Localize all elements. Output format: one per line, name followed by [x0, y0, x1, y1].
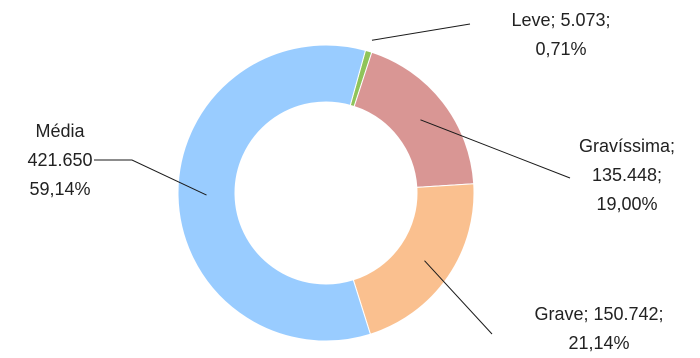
- slice-label-gravissima: Gravíssima; 135.448; 19,00%: [579, 136, 675, 214]
- slice-label-line: 421.650: [27, 150, 92, 170]
- slice-gravissima: [353, 51, 475, 188]
- slice-label-line: Leve; 5.073;: [511, 10, 610, 30]
- slice-media: [177, 44, 372, 342]
- slice-label-line: 19,00%: [596, 194, 657, 214]
- donut-slices: [177, 44, 475, 342]
- slice-label-line: Grave; 150.742;: [534, 304, 663, 324]
- leader-line-grave: [424, 260, 493, 335]
- slice-label-grave: Grave; 150.742; 21,14%: [534, 304, 663, 353]
- slice-label-line: Média: [35, 121, 85, 141]
- slice-grave: [352, 183, 475, 335]
- slice-label-line: Gravíssima;: [579, 136, 675, 156]
- slice-label-leve: Leve; 5.073; 0,71%: [511, 10, 610, 59]
- leader-line-gravissima: [420, 119, 571, 179]
- slice-label-line: 59,14%: [29, 179, 90, 199]
- leader-line-media: [94, 159, 207, 196]
- slice-labels: Leve; 5.073; 0,71% Gravíssima; 135.448; 19,0…: [27, 10, 675, 353]
- slice-label-line: 21,14%: [568, 333, 629, 353]
- leader-line-leve: [371, 23, 471, 41]
- slice-label-media: Média 421.650 59,14%: [27, 121, 92, 199]
- leader-lines: [94, 23, 571, 335]
- slice-label-line: 0,71%: [535, 39, 586, 59]
- slice-label-line: 135.448;: [592, 165, 662, 185]
